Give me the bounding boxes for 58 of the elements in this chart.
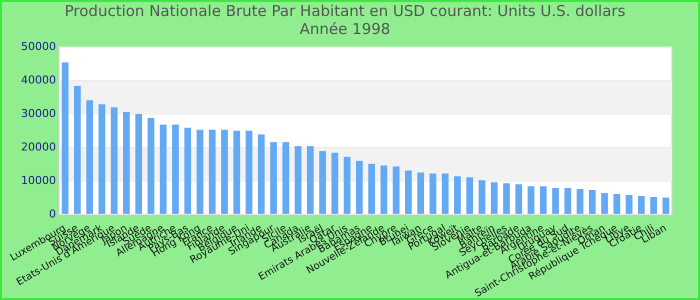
bar [62,62,68,214]
bar [650,197,657,214]
text: Production Nationale Brute Par Habitant en USD courant: Units U.S. dollars [64,2,626,20]
bar [319,151,326,214]
bar [662,198,670,214]
bar [172,124,179,214]
bar [270,142,277,214]
bar [208,130,216,214]
bar [184,128,192,214]
bar [454,176,461,214]
bar [233,130,240,214]
bar [246,130,252,214]
bar [160,124,167,214]
bar [613,194,620,214]
bar [466,177,474,214]
bar [442,174,449,214]
bar [368,164,375,214]
bar [74,86,81,214]
bar [540,186,547,214]
bar [331,152,338,214]
bar [123,112,130,214]
bar [490,182,498,214]
bar [110,107,118,214]
bar [515,184,522,214]
bar [576,188,584,214]
y-tick-label: 50000 [20,40,56,53]
bar [638,196,645,214]
bar [430,174,436,214]
bar [294,146,302,214]
bar [148,118,154,214]
y-tick-label: 0 [48,207,56,220]
text: Année 1998 [300,20,390,38]
bar [528,186,534,214]
bar [98,104,106,214]
y-tick-label: 10000 [20,174,56,187]
y-tick-label: 40000 [20,73,56,86]
bar [626,194,632,214]
bar [86,100,94,214]
bar [417,172,424,214]
bar [282,142,290,214]
bar [478,180,486,214]
y-tick-label: 30000 [20,106,56,120]
bar [344,156,350,214]
bar [588,190,596,214]
bar [356,160,363,214]
bar [392,166,400,214]
bar [601,192,608,214]
bar [405,170,412,214]
bar [503,183,510,214]
bar [258,134,265,214]
bar [552,188,559,214]
y-tick-label: 20000 [20,140,56,154]
bar [221,130,228,214]
bar [196,130,204,214]
bar [380,166,388,214]
bar [135,114,142,214]
bar [564,188,572,214]
bar [306,146,314,214]
